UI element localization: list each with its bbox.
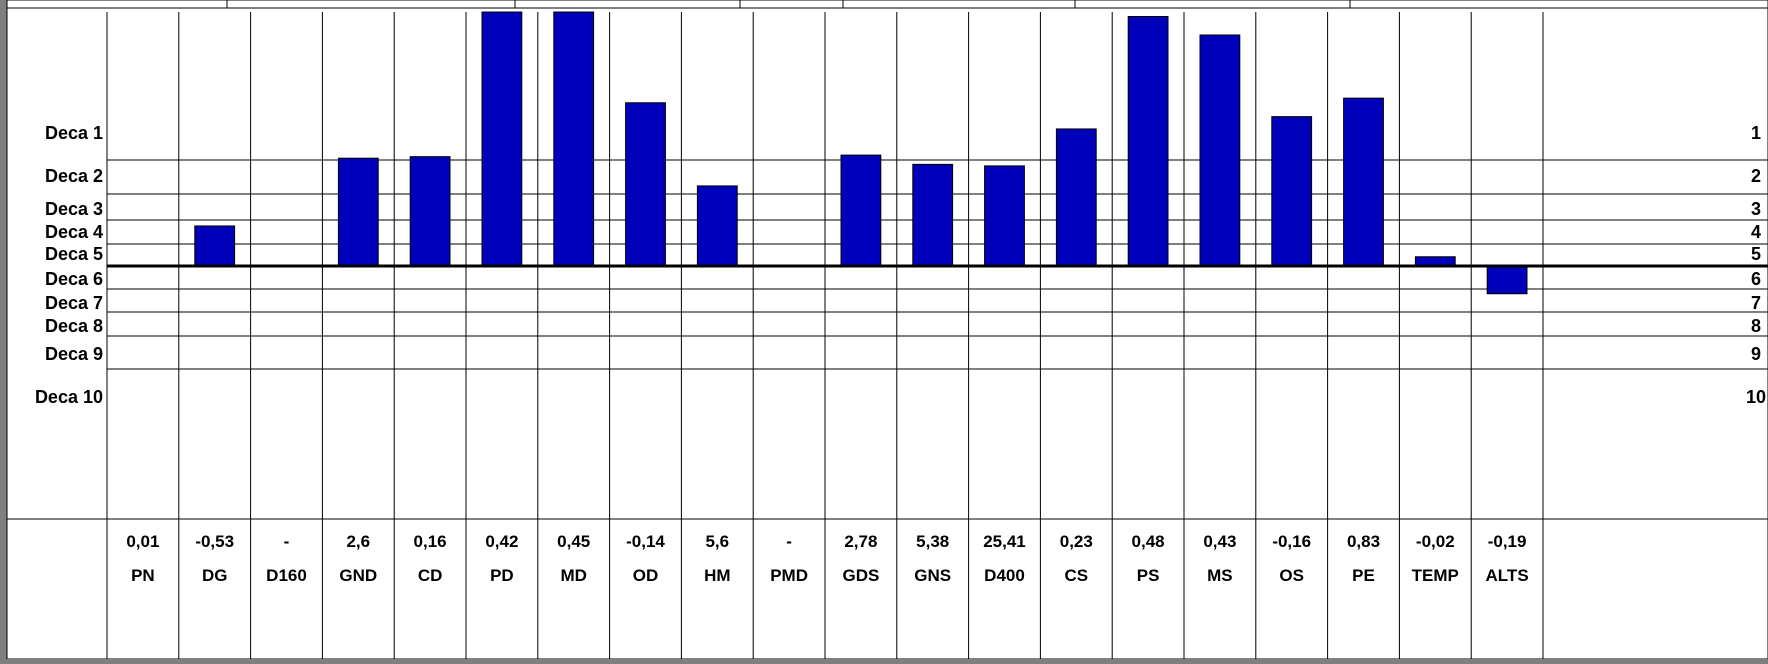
category-labels: PN DG D160 GND CD PD MD OD HM PMD GDS GNS D400 CS PS MS… [131,566,1529,585]
level-label-right: 2 [1751,166,1761,186]
level-label-left: Deca 4 [45,222,103,242]
bar [553,11,595,267]
category-label: PMD [770,566,808,585]
level-label-left: Deca 9 [45,344,103,364]
level-label-left: Deca 10 [35,387,103,407]
category-label: D400 [984,566,1025,585]
value-label: -0,53 [195,532,234,551]
category-label: HM [704,566,730,585]
level-label-right: 10 [1746,387,1766,407]
bar [696,185,738,267]
column-dividers [106,12,1544,659]
bar [337,157,379,267]
category-label: PD [490,566,514,585]
category-label: TEMP [1412,566,1459,585]
category-label: PS [1137,566,1160,585]
category-label: OS [1279,566,1304,585]
level-label-right: 1 [1751,123,1761,143]
value-label: 0,16 [414,532,447,551]
level-label-right: 7 [1751,293,1761,313]
category-label: MD [560,566,586,585]
category-label: CD [418,566,443,585]
category-label: GDS [842,566,879,585]
level-label-right: 4 [1751,222,1761,242]
level-label-left: Deca 5 [45,244,103,264]
value-label: -0,16 [1272,532,1311,551]
bar [409,156,451,267]
category-label: PE [1352,566,1375,585]
bar [840,154,882,267]
category-label: OD [633,566,659,585]
value-label: 0,23 [1060,532,1093,551]
category-label: MS [1207,566,1233,585]
chart-background [6,0,1768,660]
value-label: 0,45 [557,532,590,551]
value-label: -0,02 [1416,532,1455,551]
value-label: 2,78 [844,532,877,551]
level-label-right: 3 [1751,199,1761,219]
level-label-left: Deca 7 [45,293,103,313]
category-label: GNS [914,566,951,585]
value-labels: 0,01 -0,53 - 2,6 0,16 0,42 0,45 -0,14 5,6 - 2,78 5,… [126,532,1526,551]
value-label: 0,42 [485,532,518,551]
value-label: - [786,532,792,551]
bar [481,11,523,267]
bar [1486,265,1528,295]
category-label: GND [339,566,377,585]
value-label: 0,48 [1132,532,1165,551]
value-label: - [284,532,290,551]
level-label-right: 9 [1751,344,1761,364]
right-level-labels: 1 2 3 45 6 7 8 9 10 [1746,123,1766,407]
category-label: ALTS [1486,566,1529,585]
bar [1055,128,1097,267]
level-label-right: 6 [1751,269,1761,289]
category-label: CS [1064,566,1088,585]
bars [194,11,1528,295]
value-label: 0,01 [126,532,159,551]
value-label: 0,83 [1347,532,1380,551]
bar [984,165,1025,267]
value-label: 5,6 [705,532,729,551]
level-label-left: Deca 8 [45,316,103,336]
bar [625,102,666,267]
level-label-left: Deca 1 [45,123,103,143]
value-label: 0,43 [1203,532,1236,551]
value-label: 5,38 [916,532,949,551]
bar [1199,34,1241,267]
level-label-left: Deca 3 [45,199,103,219]
level-label-left: Deca 2 [45,166,103,186]
category-label: DG [202,566,228,585]
bar [1271,116,1313,267]
value-label: -0,19 [1488,532,1527,551]
bar [1343,97,1384,267]
value-label: -0,14 [626,532,665,551]
bar [194,225,236,267]
level-label-right: 8 [1751,316,1761,336]
category-label: PN [131,566,155,585]
value-label: 25,41 [983,532,1026,551]
value-label: 2,6 [346,532,370,551]
bar [1127,16,1169,267]
bar [912,163,954,267]
level-label-right: 5 [1751,244,1761,264]
level-label-left: Deca 6 [45,269,103,289]
category-label: D160 [266,566,307,585]
